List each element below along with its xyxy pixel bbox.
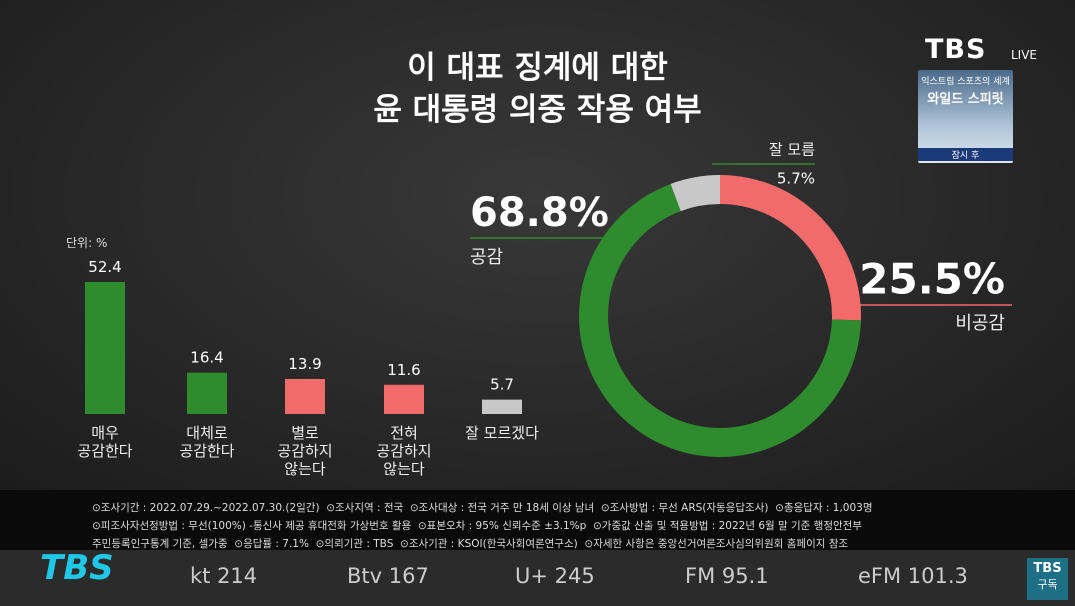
category-label: 잘 모르겠다 (465, 424, 539, 442)
promo-title: 와일드 스피릿 (927, 92, 1004, 107)
footer-line: 주민등록인구통계 기준, 셀가중 ⊙응답률 : 7.1% ⊙의뢰기관 : TBS… (92, 538, 849, 550)
value-label: 13.9 (288, 355, 321, 373)
footer-line: ⊙피조사자선정방법 : 무선(100%) -통신사 제공 휴대전화 가상번호 활… (92, 520, 862, 532)
subscribe-logo: TBS (1033, 561, 1062, 576)
bottom-logo: TBS (40, 548, 114, 588)
category-label: 잘 모름 (769, 141, 815, 159)
channel-bar (0, 550, 1075, 606)
value-label: 11.6 (387, 361, 420, 379)
category-label: 매우 공감한다 (77, 424, 133, 460)
category-label: 대체로 공감한다 (179, 424, 235, 460)
background (0, 0, 1075, 490)
category-label: 전혀 공감하지 않는다 (376, 424, 432, 478)
bar (384, 384, 424, 414)
title-line: 윤 대통령 의중 작용 여부 (373, 92, 702, 128)
live: LIVE (1011, 48, 1038, 62)
bar (285, 378, 325, 414)
bar (482, 399, 522, 414)
promo-badge: 잠시 후 (918, 148, 1013, 161)
footer-band (0, 490, 1075, 550)
channel: eFM 101.3 (858, 564, 968, 588)
value-label: 5.7 (490, 376, 514, 394)
value-label: 5.7% (777, 170, 815, 188)
logo: TBS (925, 34, 987, 65)
channel: kt 214 (190, 564, 258, 588)
title-line: 이 대표 징계에 대한 (407, 50, 668, 86)
subscribe-button[interactable]: TBS 구독 (1027, 558, 1068, 600)
value-label: 25.5% (859, 255, 1005, 304)
value-label: 68.8% (470, 190, 609, 236)
unit-label: 단위: % (66, 236, 108, 250)
category-label: 별로 공감하지 않는다 (277, 424, 333, 478)
channel: Btv 167 (347, 564, 429, 588)
value-label: 52.4 (88, 258, 121, 276)
category-label: 공감 (470, 247, 503, 268)
bar (187, 372, 227, 414)
donut-segment (670, 175, 720, 212)
channel: U+ 245 (515, 564, 595, 588)
promo-thumbnail: 익스트림 스포츠의 세계 와일드 스피릿 잠시 후 (918, 70, 1013, 163)
promo-top: 익스트림 스포츠의 세계 (921, 77, 1010, 87)
channel: FM 95.1 (685, 564, 769, 588)
donut-segment (720, 175, 861, 321)
subscribe-label: 구독 (1037, 578, 1058, 591)
chart: 52.4 16.4 13.9 11.6 5.7 25.5% 비공감 68.8% 공감 5.7% 잘 … (85, 141, 1012, 457)
bar (85, 281, 125, 414)
category-label: 비공감 (955, 313, 1005, 334)
value-label: 16.4 (190, 349, 223, 367)
footer-line: ⊙조사기간 : 2022.07.29.~2022.07.30.(2일간) ⊙조사… (92, 502, 873, 514)
